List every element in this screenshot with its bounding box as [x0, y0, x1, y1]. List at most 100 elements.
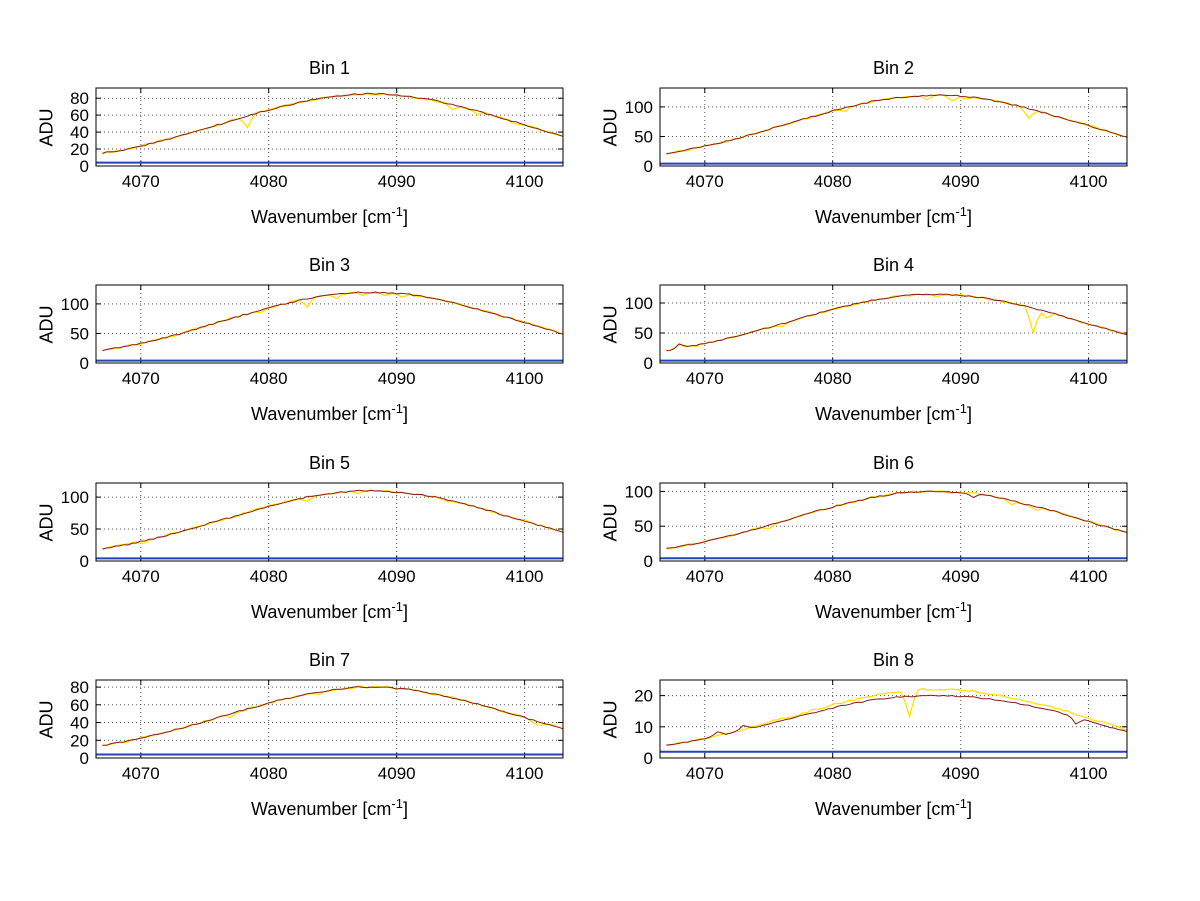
plot-title: Bin 8	[872, 650, 915, 670]
plot-title: Bin 2	[872, 58, 915, 78]
axes-box	[95, 87, 564, 167]
x-tick-label: 4070	[686, 369, 724, 388]
x-axis-label-superscript: -1	[955, 796, 967, 811]
axes-box	[659, 482, 1128, 562]
y-tick-label: 50	[70, 325, 89, 344]
x-axis-label-text: Wavenumber [cm	[251, 404, 392, 424]
plot-title: Bin 6	[872, 453, 915, 473]
x-axis-label: Wavenumber [cm-1]	[660, 204, 1127, 228]
subplot-bin-2: Bin 2 ADU 4070 4080 4090 4100 0 50 100 Wavenum…	[574, 58, 1134, 255]
y-tick-label: 0	[644, 749, 653, 768]
y-tick-label: 0	[80, 749, 89, 768]
x-axis-label-text: Wavenumber [cm	[815, 602, 956, 622]
x-axis-label-text: Wavenumber [cm	[251, 799, 392, 819]
x-axis-label-text: Wavenumber [cm	[815, 207, 956, 227]
y-tick-label: 50	[634, 128, 653, 147]
axes-box	[95, 679, 564, 759]
y-tick-label: 20	[70, 731, 89, 750]
x-axis-label-superscript: -1	[955, 599, 967, 614]
x-tick-label: 4100	[1070, 369, 1108, 388]
x-axis-label-close: ]	[402, 799, 408, 819]
x-tick-label: 4070	[122, 764, 160, 783]
y-tick-label: 50	[634, 517, 653, 536]
x-axis-label-text: Wavenumber [cm	[251, 602, 392, 622]
spectrum-yellow	[666, 687, 1128, 746]
x-tick-label: 4100	[1070, 764, 1108, 783]
y-tick-label: 0	[80, 157, 89, 176]
subplot-bin-5: Bin 5 ADU 4070 4080 4090 4100 0 50 100 Wavenum…	[10, 453, 570, 650]
x-axis-label-superscript: -1	[955, 204, 967, 219]
x-axis-label: Wavenumber [cm-1]	[660, 796, 1127, 820]
x-tick-label: 4090	[378, 764, 416, 783]
x-tick-label: 4080	[814, 369, 852, 388]
y-tick-label: 20	[634, 687, 653, 706]
y-tick-label: 10	[634, 718, 653, 737]
y-tick-label: 50	[634, 324, 653, 343]
x-axis-label-close: ]	[966, 799, 972, 819]
x-tick-label: 4080	[814, 172, 852, 191]
spectrum-darkred	[102, 92, 564, 154]
y-tick-label: 50	[70, 520, 89, 539]
plot-canvas: 4070 4080 4090 4100 0 50 100	[625, 87, 1128, 191]
y-tick-label: 0	[80, 552, 89, 571]
plot-canvas: 4070 4080 4090 4100 0 10 20	[634, 679, 1128, 783]
plot-canvas: 4070 4080 4090 4100 0 50 100	[61, 284, 564, 388]
y-tick-label: 0	[80, 354, 89, 373]
x-tick-label: 4080	[814, 567, 852, 586]
x-tick-label: 4100	[506, 567, 544, 586]
x-tick-label: 4090	[378, 567, 416, 586]
x-tick-label: 4100	[506, 369, 544, 388]
spectrum-darkred	[102, 489, 564, 550]
y-tick-label: 40	[70, 123, 89, 142]
spectrum-yellow	[102, 489, 564, 551]
x-tick-label: 4090	[942, 172, 980, 191]
x-axis-label-text: Wavenumber [cm	[815, 404, 956, 424]
x-tick-label: 4070	[686, 764, 724, 783]
x-axis-label-close: ]	[966, 207, 972, 227]
spectrum-yellow	[102, 685, 564, 746]
axes-box	[95, 284, 564, 364]
x-axis-label-text: Wavenumber [cm	[251, 207, 392, 227]
x-tick-label: 4070	[122, 567, 160, 586]
y-tick-label: 100	[625, 98, 653, 117]
x-tick-label: 4070	[122, 369, 160, 388]
y-tick-label: 80	[70, 89, 89, 108]
y-tick-label: 80	[70, 678, 89, 697]
x-axis-label-close: ]	[966, 602, 972, 622]
x-tick-label: 4100	[1070, 172, 1108, 191]
spectrum-darkred	[102, 686, 564, 746]
x-tick-label: 4080	[250, 764, 288, 783]
x-axis-label-superscript: -1	[391, 204, 403, 219]
x-tick-label: 4100	[506, 764, 544, 783]
subplot-bin-1: Bin 1 ADU 4070 4080 4090 4100 0 20 40 60 80 Wave…	[10, 58, 570, 255]
x-tick-label: 4090	[378, 172, 416, 191]
x-axis-label-close: ]	[966, 404, 972, 424]
spectrum-darkred	[666, 94, 1128, 155]
spectrum-yellow	[102, 92, 564, 155]
plot-title: Bin 1	[308, 58, 351, 78]
axes-box	[659, 679, 1128, 759]
x-axis-label: Wavenumber [cm-1]	[96, 401, 563, 425]
x-axis-label: Wavenumber [cm-1]	[96, 204, 563, 228]
x-tick-label: 4080	[250, 567, 288, 586]
spectrum-yellow	[102, 291, 564, 351]
plot-canvas: 4070 4080 4090 4100 0 50 100	[625, 482, 1128, 586]
y-tick-label: 60	[70, 106, 89, 125]
x-axis-label: Wavenumber [cm-1]	[96, 796, 563, 820]
x-axis-label-close: ]	[402, 404, 408, 424]
spectrum-darkred	[666, 293, 1128, 351]
y-tick-label: 100	[61, 295, 89, 314]
x-axis-label-superscript: -1	[955, 401, 967, 416]
axes-box	[659, 87, 1128, 167]
x-tick-label: 4070	[122, 172, 160, 191]
subplot-bin-7: Bin 7 ADU 4070 4080 4090 4100 0 20 40 60 80 Wave…	[10, 650, 570, 847]
x-tick-label: 4070	[686, 567, 724, 586]
x-axis-label-text: Wavenumber [cm	[815, 799, 956, 819]
y-tick-label: 0	[644, 552, 653, 571]
subplot-bin-6: Bin 6 ADU 4070 4080 4090 4100 0 50 100 Wavenum…	[574, 453, 1134, 650]
x-tick-label: 4100	[1070, 567, 1108, 586]
x-tick-label: 4070	[686, 172, 724, 191]
y-tick-label: 0	[644, 354, 653, 373]
